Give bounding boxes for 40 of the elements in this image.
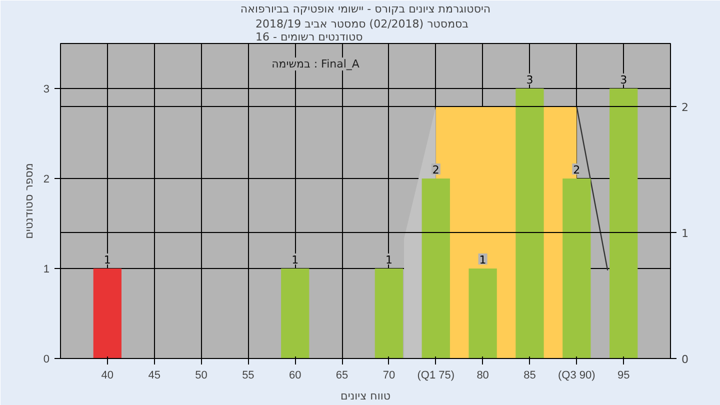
x-tick-label: 70 — [382, 370, 396, 382]
data-label: 1 — [479, 254, 486, 266]
data-label: 2 — [432, 164, 440, 176]
bar — [422, 178, 450, 358]
x-tick-label: 85 — [524, 370, 536, 382]
bar — [374, 268, 404, 358]
x-tick-label: 50 — [195, 370, 208, 382]
bar — [281, 268, 310, 358]
y2-tick-label: 2 — [682, 101, 688, 114]
chart-title: היסטוגרמת ציונים בקורס - יישומי אופטיקה בביורפואה — [240, 2, 491, 16]
data-label: 3 — [526, 74, 534, 86]
x-tick-label: 80 — [476, 370, 489, 382]
x-tick-label: 65 — [336, 370, 348, 382]
bar — [468, 268, 497, 358]
data-label: 2 — [573, 164, 580, 176]
data-label: 1 — [385, 254, 392, 266]
bar — [93, 268, 122, 358]
x-tick-label: (Q3 90) — [558, 370, 596, 382]
x-tick-label: (Q1 75) — [417, 370, 455, 382]
y2-tick-label: 0 — [682, 353, 688, 366]
x-tick-label: 55 — [242, 370, 254, 382]
y-tick-label: 2 — [43, 174, 50, 186]
x-tick-label: 45 — [148, 370, 160, 382]
y-tick-label: 1 — [43, 264, 50, 276]
data-label: 1 — [292, 254, 299, 266]
bar — [516, 88, 544, 358]
x-tick-label: 40 — [101, 370, 114, 382]
data-label: 1 — [104, 254, 111, 266]
x-axis-title: טווח ציונים — [340, 390, 390, 402]
y-tick-label: 3 — [43, 84, 50, 96]
annotation: במשימה : Final_A — [272, 58, 360, 70]
y-tick-label: 0 — [43, 354, 50, 366]
bar — [610, 88, 638, 358]
x-tick-label: 95 — [617, 370, 630, 382]
chart-subtitle: בסמסטר (02/2018) סמסטר אביב 2018/19 סטודנטים רשומים - 16 — [255, 18, 469, 44]
bar — [562, 178, 591, 358]
data-label: 3 — [620, 74, 628, 86]
y2-tick-label: 1 — [682, 227, 688, 240]
y-axis-title: מספר סטודנטים — [22, 163, 36, 239]
x-tick-label: 60 — [289, 370, 302, 382]
